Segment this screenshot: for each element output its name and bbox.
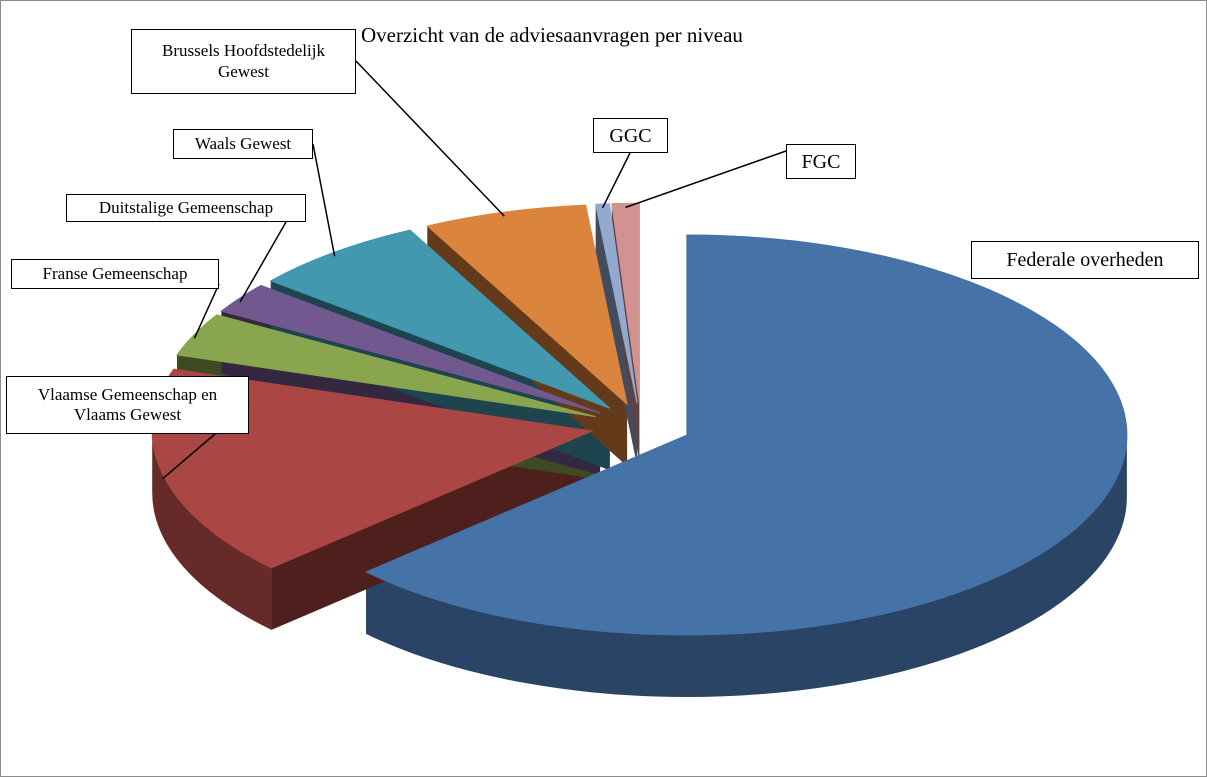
data-label: Waals Gewest bbox=[173, 129, 313, 159]
data-label: Franse Gemeenschap bbox=[11, 259, 219, 289]
slice bbox=[220, 284, 601, 414]
slice-wall bbox=[152, 430, 272, 630]
leader-line bbox=[601, 152, 631, 209]
data-label: Federale overheden bbox=[971, 241, 1199, 279]
data-label: GGC bbox=[593, 118, 668, 153]
leader-line bbox=[312, 143, 336, 257]
leader-line bbox=[239, 221, 287, 303]
data-label: Vlaamse Gemeenschap en Vlaams Gewest bbox=[6, 376, 249, 434]
data-label: FGC bbox=[786, 144, 856, 179]
leader-line bbox=[193, 283, 220, 339]
slice bbox=[595, 203, 638, 404]
slice bbox=[364, 234, 1128, 636]
chart-title: Overzicht van de adviesaanvragen per niv… bbox=[361, 23, 743, 47]
data-label: Brussels Hoofdstedelijk Gewest bbox=[131, 29, 356, 94]
slice-side bbox=[595, 204, 638, 466]
leader-line bbox=[625, 150, 787, 209]
data-label: Duitstalige Gemeenschap bbox=[66, 194, 306, 222]
slice bbox=[426, 204, 628, 406]
slice bbox=[176, 314, 596, 418]
leader-line bbox=[355, 60, 505, 217]
slice-wall bbox=[366, 435, 1127, 698]
slice bbox=[269, 229, 611, 409]
